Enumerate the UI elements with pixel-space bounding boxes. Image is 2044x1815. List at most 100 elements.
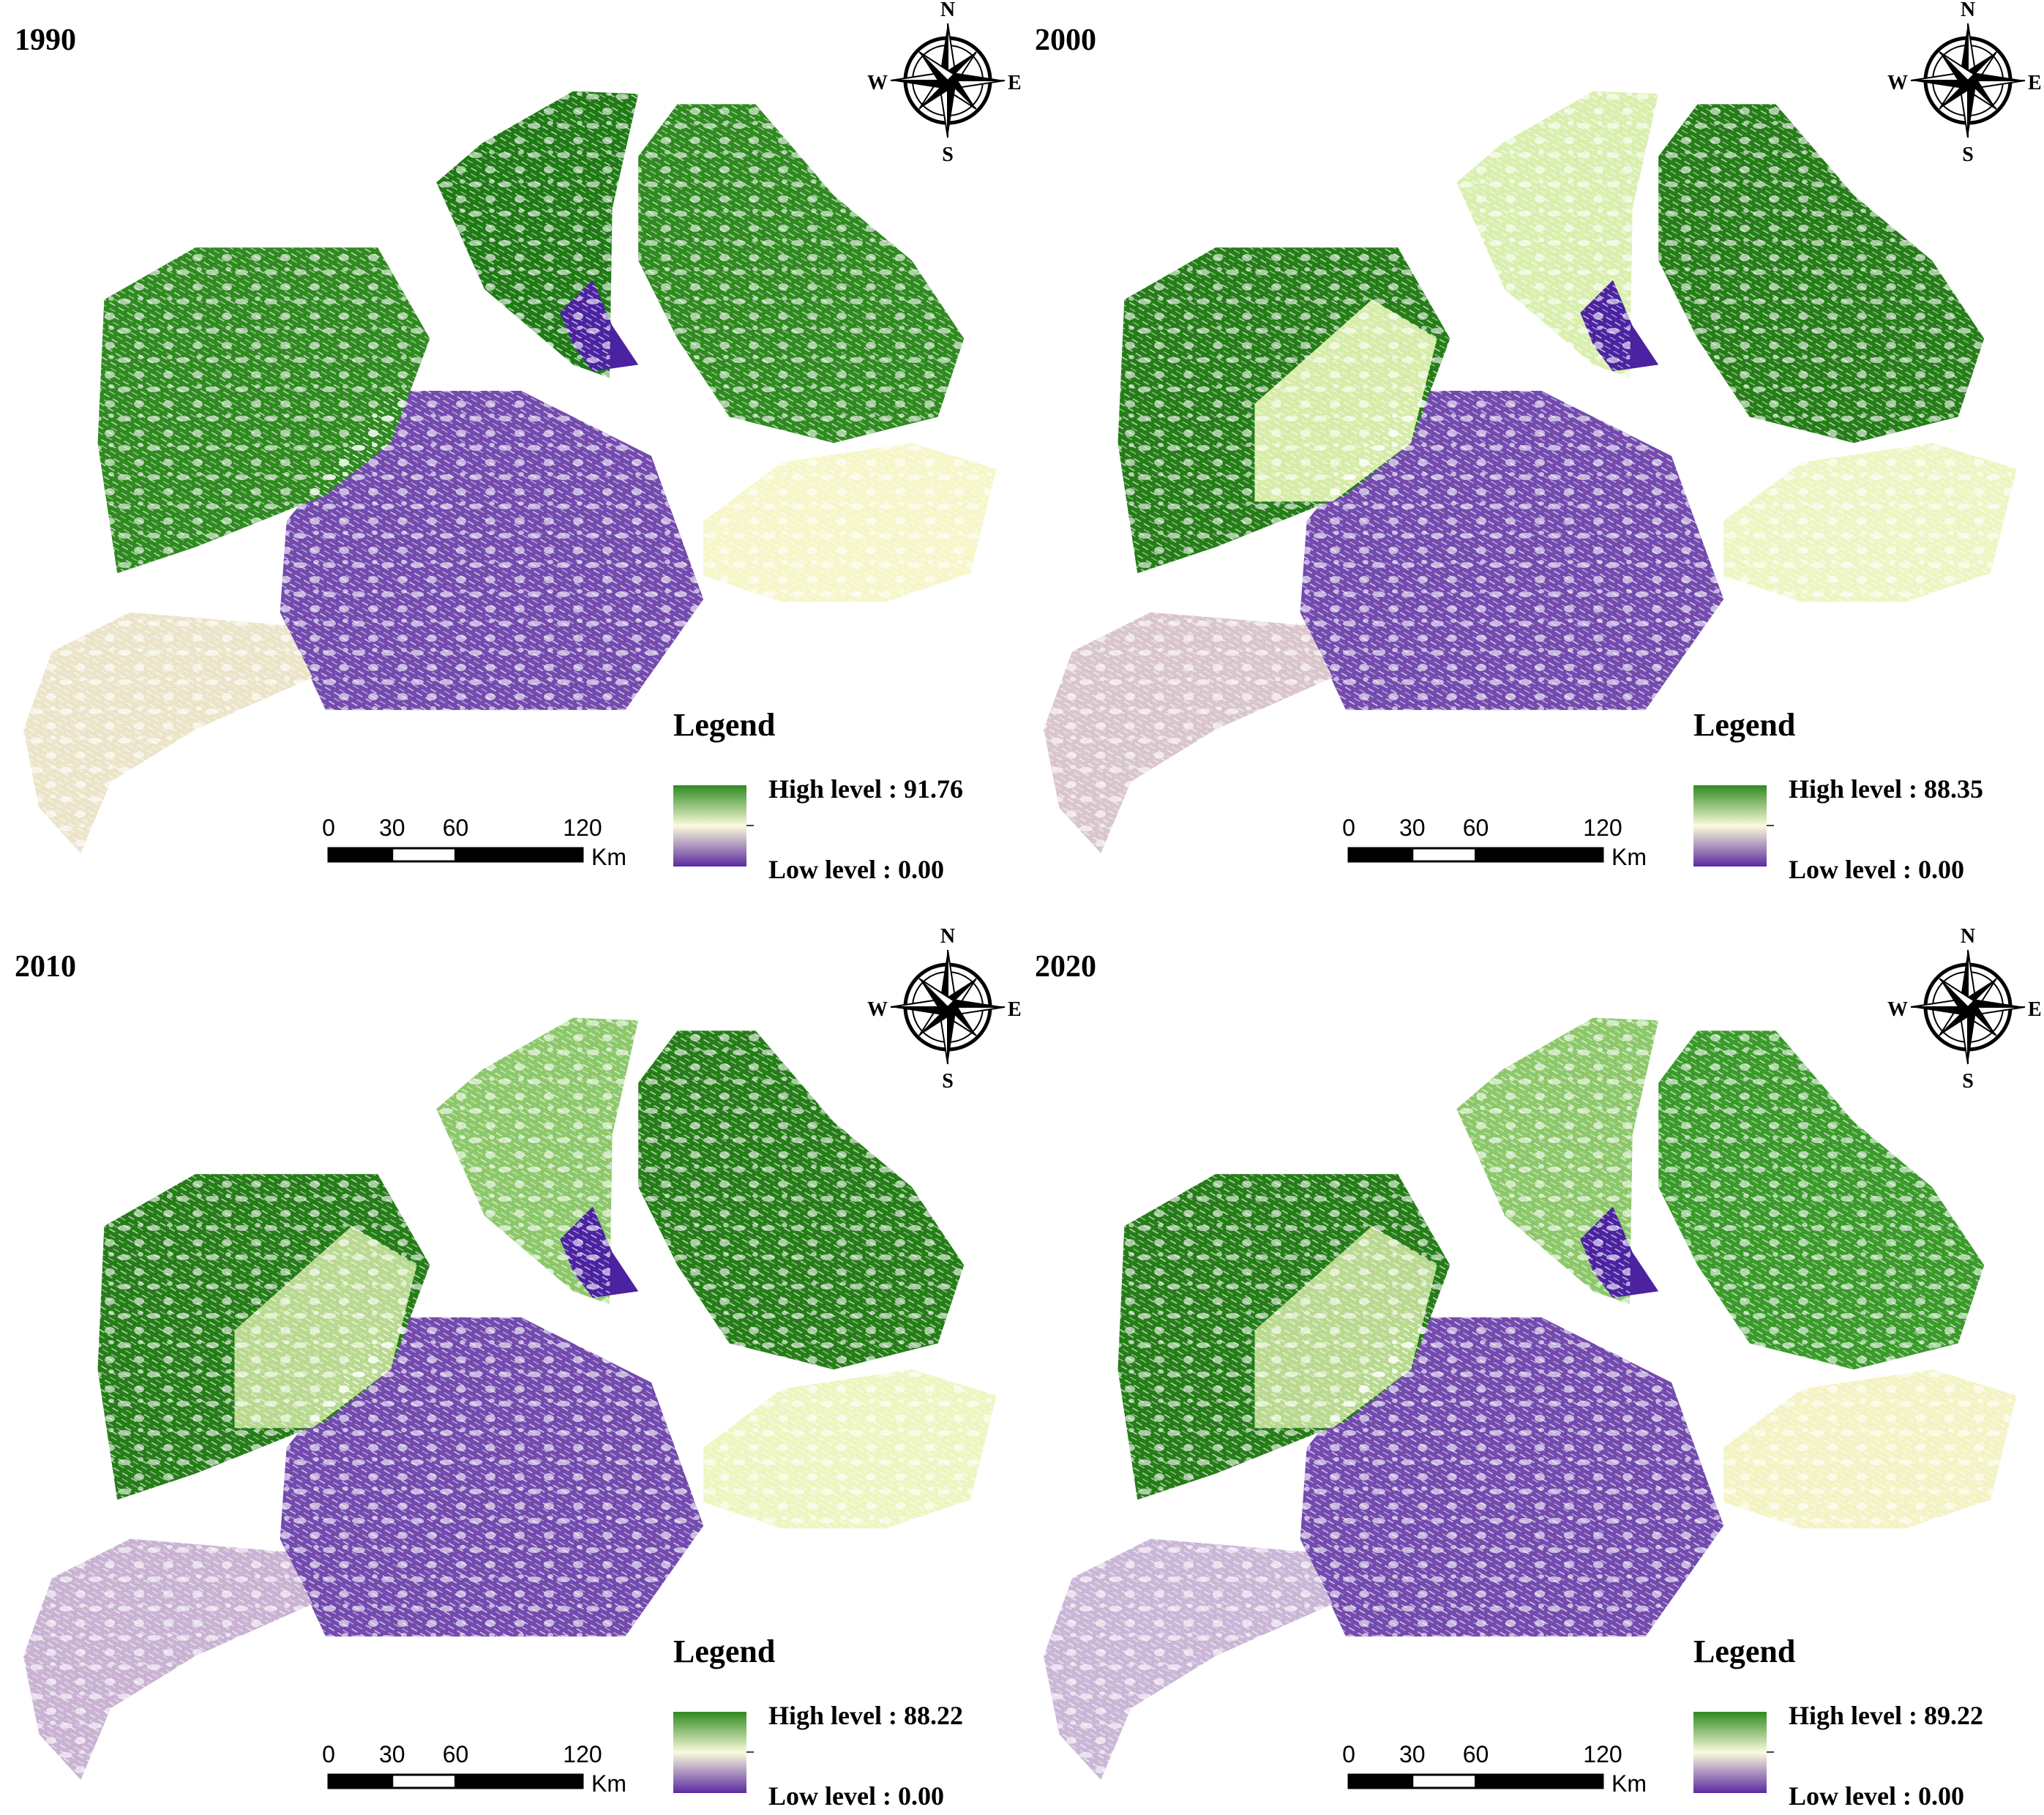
compass: N S W E: [867, 0, 1022, 166]
compass: N S W E: [1887, 0, 2042, 166]
legend-ramp: [673, 1712, 746, 1793]
texture: [23, 612, 313, 853]
texture: [1723, 1369, 2017, 1529]
compass-point: [1911, 1007, 1968, 1016]
panel-year: 2020: [1035, 950, 1096, 984]
panel-year: 2010: [15, 950, 76, 984]
scale-segment: [1347, 847, 1414, 863]
scale-label: 0: [322, 815, 335, 841]
texture: [97, 1174, 430, 1500]
texture: [703, 1369, 997, 1529]
study-area: [23, 1017, 997, 1780]
scale-segment: [391, 1773, 457, 1789]
scale-label: 30: [1399, 1741, 1426, 1767]
compass-letter: N: [940, 0, 955, 21]
compass-letter: E: [2028, 998, 2042, 1021]
legend-high: High level : 88.35: [1789, 774, 1983, 804]
legend-ramp: [1693, 1712, 1767, 1793]
compass-letter: S: [942, 143, 954, 166]
compass-letter: N: [940, 925, 955, 948]
legend-high: High level : 91.76: [768, 774, 963, 804]
compass-point: [919, 52, 948, 87]
scale-segment: [327, 847, 394, 863]
texture: [1300, 1317, 1724, 1637]
compass-letter: E: [2028, 72, 2042, 94]
legend-low: Low level : 0.00: [1789, 1781, 1964, 1811]
compass-point: [918, 51, 956, 82]
legend-ramp: [673, 785, 746, 867]
scale-label: 120: [563, 1741, 602, 1767]
texture: [1044, 1538, 1333, 1780]
texture: [1300, 391, 1724, 711]
legend-high: High level : 88.22: [768, 1701, 963, 1730]
scale-segment: [1347, 1773, 1414, 1789]
legend-low: Low level : 0.00: [768, 1781, 944, 1811]
texture: [1044, 612, 1333, 853]
compass-letter: N: [1961, 0, 1975, 21]
compass-letter: E: [1008, 998, 1022, 1021]
scale-label: 0: [1342, 1741, 1355, 1767]
compass-point: [891, 1007, 948, 1016]
compass-letter: S: [942, 1070, 954, 1093]
legend-ramp: [1693, 785, 1767, 867]
legend-low: Low level : 0.00: [768, 855, 944, 884]
texture: [436, 1017, 639, 1305]
study-area: [1044, 1017, 2017, 1780]
texture: [1118, 247, 1450, 574]
texture: [280, 391, 704, 711]
scale-label: 60: [1463, 1741, 1489, 1767]
scale-label: 0: [1342, 815, 1355, 841]
compass-point: [948, 72, 1005, 81]
texture: [1456, 1017, 1659, 1305]
legend-title: Legend: [1693, 1634, 1795, 1669]
compass: N S W E: [867, 925, 1022, 1093]
scale-label: 60: [1463, 815, 1489, 841]
compass-point: [1968, 81, 1977, 138]
compass-letter: N: [1961, 925, 1975, 948]
scale-segment: [1475, 847, 1604, 863]
scale-unit: Km: [1611, 844, 1647, 870]
compass-point: [919, 978, 948, 1014]
compass-point: [1939, 978, 1968, 1014]
compass-point: [918, 978, 956, 1008]
texture: [703, 443, 997, 602]
scale-label: 60: [443, 1741, 469, 1767]
compass-point: [948, 998, 1005, 1007]
compass: N S W E: [1887, 925, 2042, 1093]
legend-title: Legend: [673, 1634, 775, 1669]
study-area: [1044, 91, 2017, 853]
scale-label: 120: [1583, 1741, 1622, 1767]
compass-letter: E: [1008, 72, 1022, 94]
panel-year: 2000: [1035, 23, 1096, 57]
texture: [23, 1538, 313, 1780]
study-area: [23, 91, 997, 853]
compass-point: [1939, 52, 1968, 87]
scale-label: 30: [379, 1741, 405, 1767]
scale-segment: [454, 1773, 584, 1789]
legend-title: Legend: [1693, 707, 1795, 743]
compass-point: [1911, 81, 1968, 89]
legend-low: Low level : 0.00: [1789, 855, 1964, 884]
compass-point: [1968, 72, 2025, 81]
compass-point: [891, 81, 948, 89]
texture: [1723, 443, 2017, 602]
compass-point: [1939, 51, 1976, 82]
scale-label: 30: [1399, 815, 1426, 841]
compass-letter: W: [1887, 72, 1908, 94]
map-panel: 2010 N S W E Legend High level : 88.22 Low leve…: [15, 925, 1022, 1811]
scale-label: 120: [1583, 815, 1622, 841]
compass-point: [948, 1007, 957, 1064]
legend-high: High level : 89.22: [1789, 1701, 1983, 1730]
scale-segment: [1411, 847, 1477, 863]
scale-label: 120: [563, 815, 602, 841]
scale-label: 30: [379, 815, 405, 841]
texture: [1118, 1174, 1450, 1500]
compass-letter: S: [1962, 143, 1974, 166]
compass-point: [1939, 978, 1976, 1008]
compass-letter: S: [1962, 1070, 1974, 1093]
scale-unit: Km: [591, 1770, 626, 1797]
texture: [1456, 91, 1659, 378]
texture: [1658, 1030, 1985, 1370]
